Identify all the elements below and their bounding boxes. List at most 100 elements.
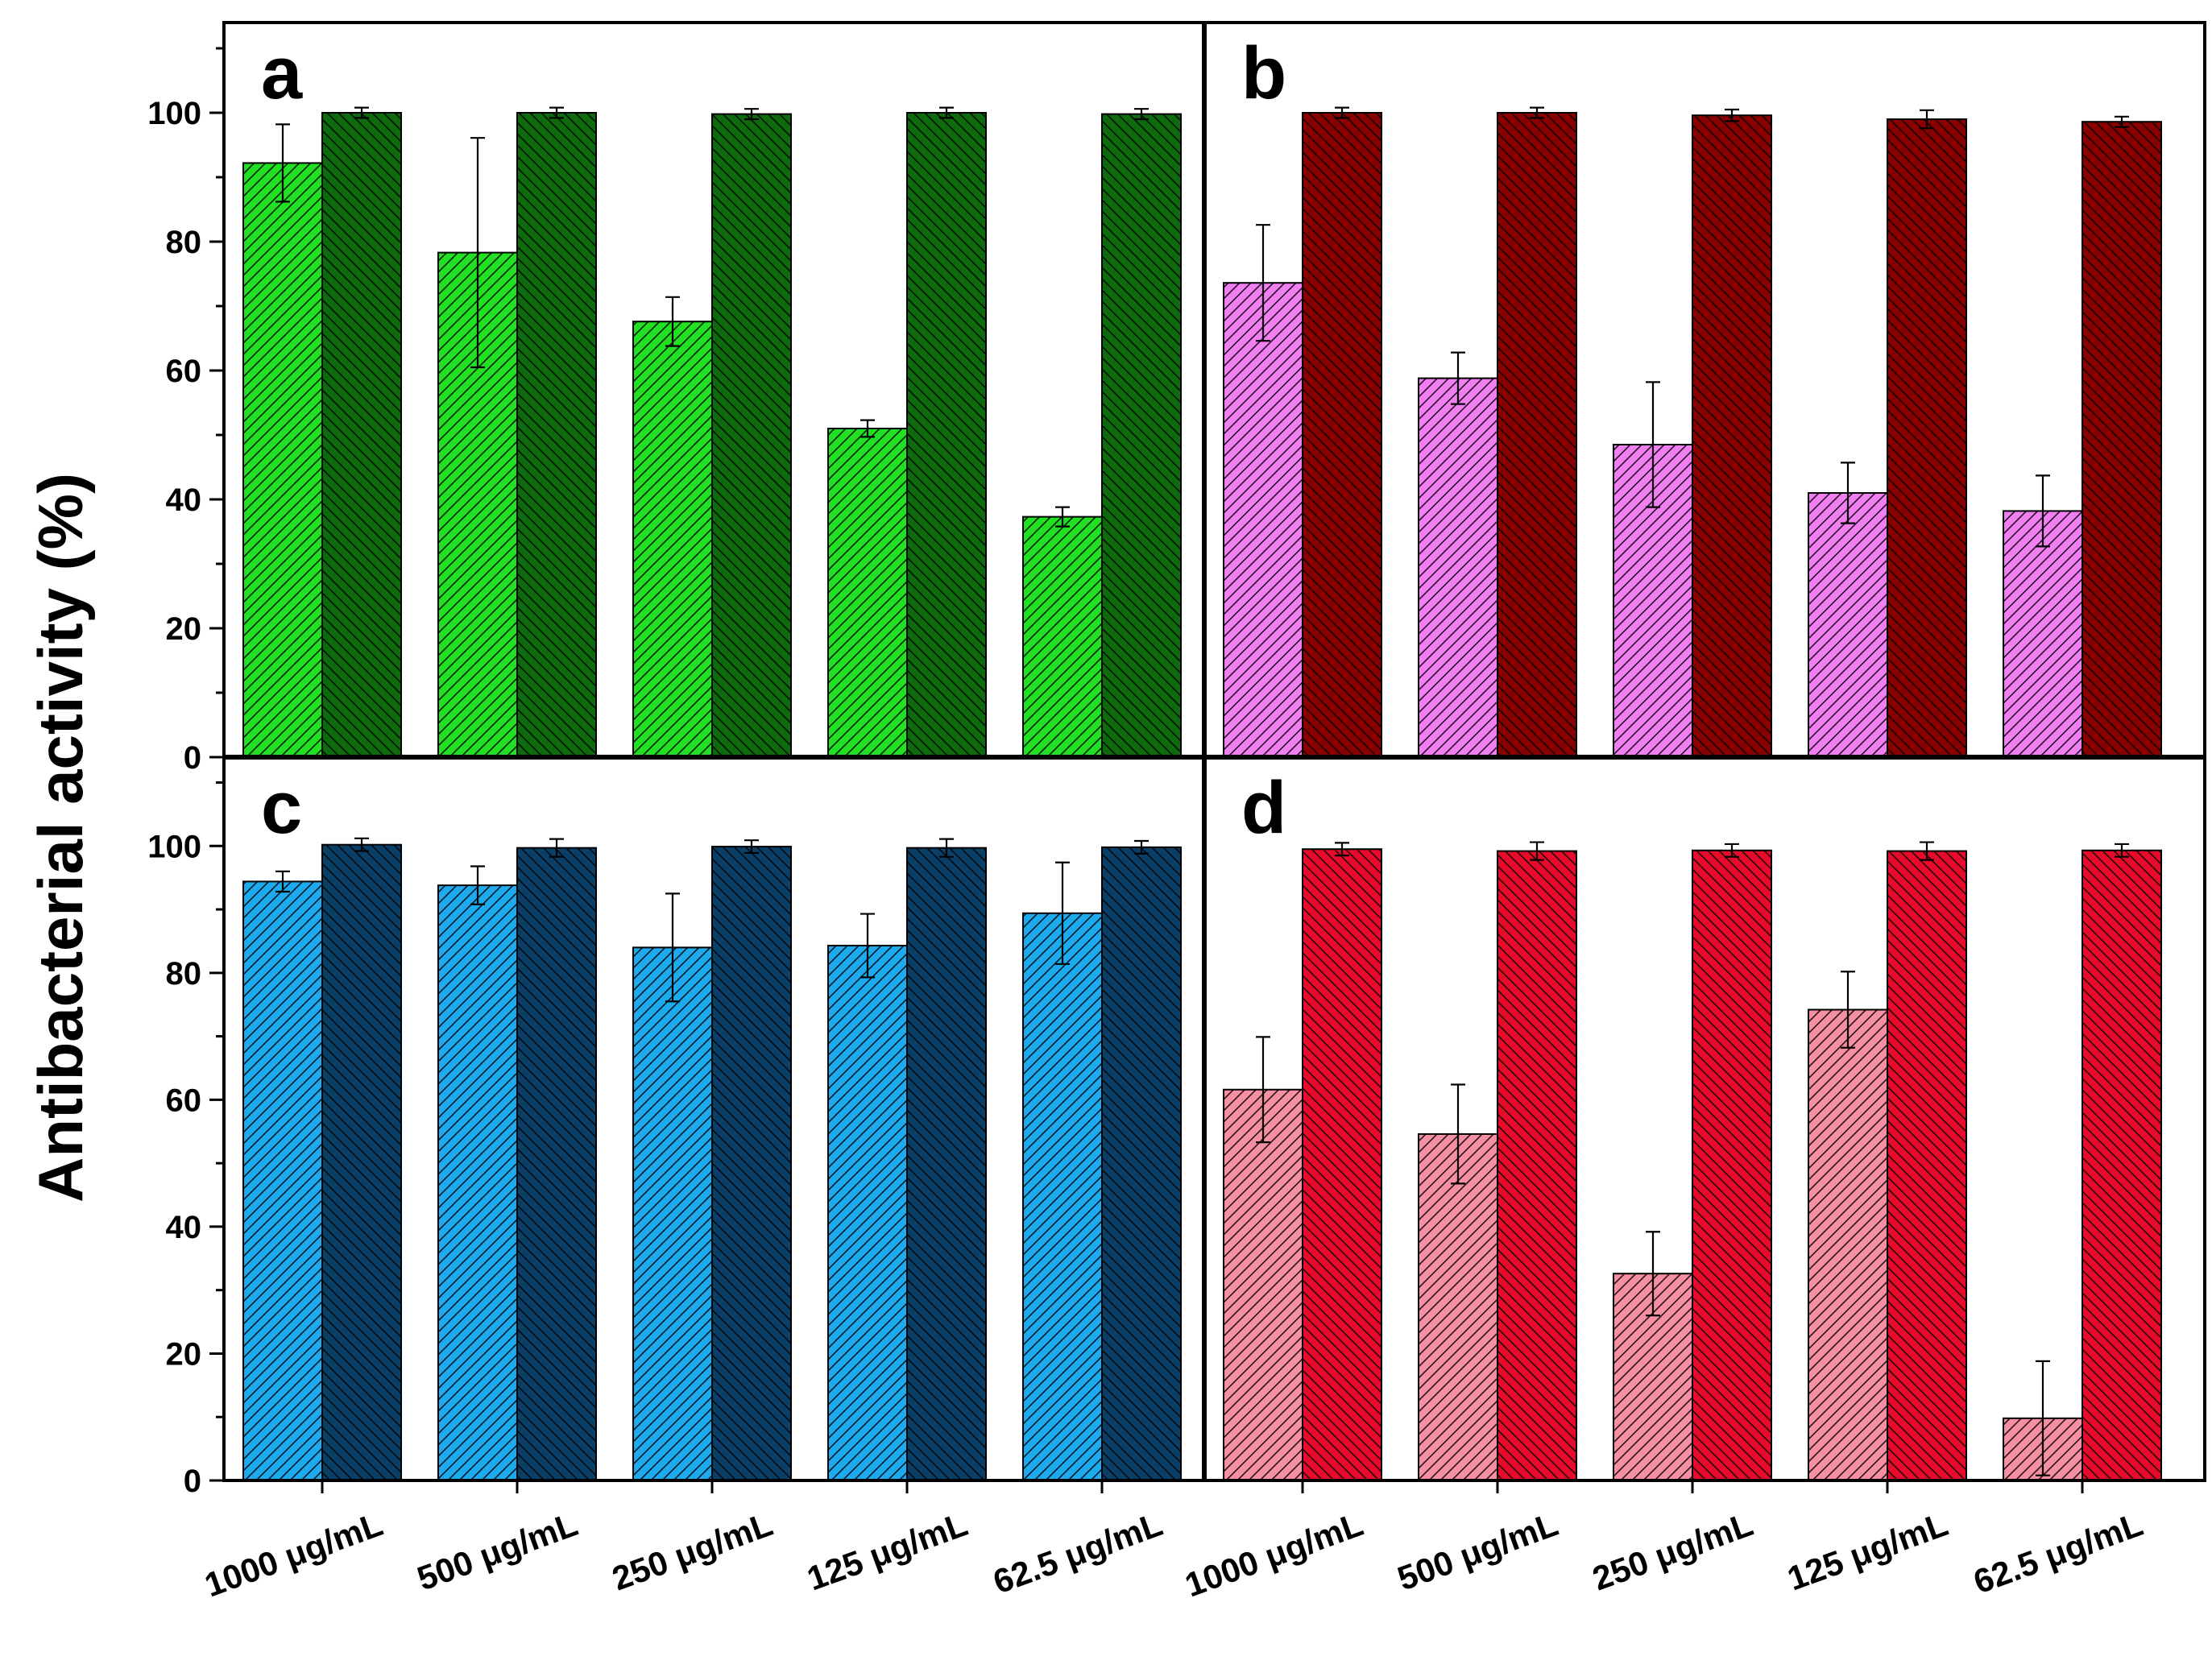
error-bar	[1530, 106, 1544, 119]
y-tick-label: 0	[184, 740, 201, 776]
bar	[1418, 1132, 1498, 1481]
error-bars-layer	[275, 106, 2129, 1476]
error-bar	[1451, 351, 1465, 405]
bar	[321, 843, 402, 1482]
bar	[2082, 849, 2162, 1481]
error-bar	[860, 419, 875, 438]
error-bar	[665, 892, 680, 1003]
error-bar	[939, 838, 954, 858]
x-tick-label: 62.5 μg/mL	[1969, 1505, 2148, 1600]
bar	[1022, 912, 1103, 1481]
error-bar	[1335, 842, 1349, 857]
error-bar	[1920, 109, 1934, 130]
y-tick-label: 40	[166, 482, 202, 518]
x-tick-label: 500 μg/mL	[1393, 1505, 1563, 1597]
error-bar	[549, 106, 564, 119]
bar	[827, 944, 908, 1481]
error-bar	[2115, 115, 2129, 128]
y-axis-c	[209, 781, 224, 1482]
bar	[516, 112, 597, 758]
y-tick-label: 80	[166, 956, 202, 992]
bar	[242, 162, 323, 758]
error-bar	[1256, 1036, 1270, 1144]
bar	[1887, 850, 1967, 1481]
error-bar	[1134, 839, 1149, 855]
x-axis-d	[1301, 1480, 2084, 1493]
bar	[437, 884, 518, 1481]
bar	[632, 946, 713, 1481]
bar	[1497, 850, 1577, 1481]
error-bar	[744, 839, 759, 855]
error-bar	[1256, 224, 1270, 342]
bar	[1497, 112, 1577, 758]
x-tick-label: 125 μg/mL	[1783, 1505, 1953, 1597]
x-tick-label: 62.5 μg/mL	[988, 1505, 1167, 1600]
axes-layer	[209, 47, 2084, 1493]
error-bar	[2115, 843, 2129, 858]
error-bar	[1055, 861, 1070, 965]
y-tick-label: 0	[184, 1464, 201, 1499]
error-bar	[1646, 1231, 1660, 1317]
y-tick-label: 20	[166, 1336, 202, 1372]
bar	[1302, 848, 1382, 1481]
bar	[1887, 118, 1967, 758]
bar	[1808, 492, 1888, 758]
y-tick-label: 20	[166, 611, 202, 647]
error-bar	[1451, 1083, 1465, 1185]
bar	[1022, 516, 1103, 758]
error-bar	[1841, 462, 1855, 524]
error-bar	[939, 106, 954, 119]
bar	[2003, 510, 2083, 759]
bar	[242, 880, 323, 1481]
bar	[1692, 849, 1772, 1481]
frame-layer	[222, 21, 2206, 1482]
error-bar	[470, 137, 485, 369]
error-bar	[1530, 841, 1544, 861]
x-tick-label: 1000 μg/mL	[200, 1505, 387, 1604]
error-bar	[1725, 843, 1739, 858]
bar	[321, 112, 402, 758]
bar	[1223, 282, 1303, 758]
x-axis-c	[321, 1480, 1104, 1493]
bars-layer	[242, 112, 2162, 1482]
y-tick-label: 60	[166, 1083, 202, 1118]
plot-frame	[222, 21, 2206, 1482]
y-tick-label: 100	[147, 96, 201, 131]
bar	[516, 847, 597, 1481]
bar	[1223, 1088, 1303, 1481]
bar	[1418, 377, 1498, 758]
bar	[1101, 846, 1182, 1482]
y-tick-label: 60	[166, 354, 202, 389]
y-tick-label: 100	[147, 829, 201, 864]
panel-label-a: a	[261, 32, 303, 114]
y-axis-label: Antibacterial activity (%)	[25, 473, 96, 1203]
bar	[711, 846, 792, 1482]
x-tick-label: 1000 μg/mL	[1180, 1505, 1368, 1604]
error-bar	[860, 913, 875, 979]
y-tick-label: 80	[166, 225, 202, 260]
error-bar	[549, 838, 564, 858]
panel-label-d: d	[1241, 767, 1286, 849]
error-bar	[1841, 971, 1855, 1049]
error-bar	[2036, 474, 2050, 548]
error-bar	[1335, 106, 1349, 119]
panel-b-bars	[1223, 112, 2162, 759]
error-bar	[354, 837, 369, 852]
error-bar	[1055, 506, 1070, 528]
panel-label-c: c	[261, 767, 302, 849]
error-bar	[1134, 108, 1149, 121]
bar	[827, 428, 908, 758]
error-bar	[354, 106, 369, 119]
panel-c-bars	[242, 843, 1182, 1482]
bar	[632, 321, 713, 758]
error-bar	[1725, 108, 1739, 122]
panel-a-bars	[242, 112, 1182, 759]
error-bar	[1920, 841, 1934, 861]
panel-d-bars	[1223, 848, 2162, 1482]
error-bar	[665, 296, 680, 347]
error-bar	[470, 865, 485, 905]
error-bar	[744, 108, 759, 121]
bar	[906, 112, 987, 758]
panel-label-b: b	[1241, 32, 1286, 114]
